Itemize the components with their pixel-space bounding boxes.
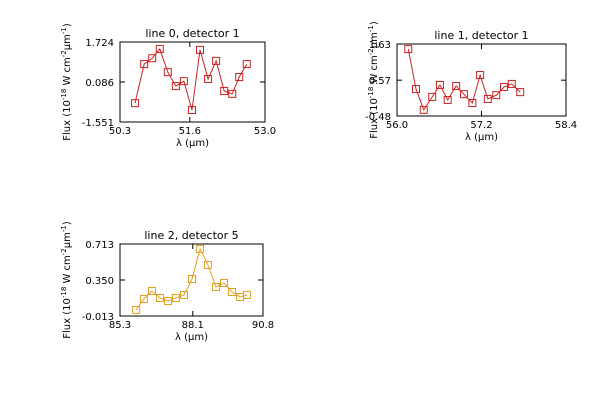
y-axis-label-part: μm — [62, 232, 73, 248]
y-tick-label: -1.551 — [82, 118, 114, 129]
data-line — [407, 49, 521, 111]
y-tick-label: 1.63 — [369, 40, 391, 51]
x-axis-label: λ (μm) — [175, 332, 208, 343]
y-axis-label-part: ) — [369, 21, 380, 25]
y-axis-label-part: Flux (10 — [62, 100, 73, 141]
marker — [242, 290, 251, 299]
y-axis-label-part: W cm — [369, 55, 380, 86]
y-tick-label: -0.48 — [365, 112, 391, 123]
marker — [235, 73, 244, 82]
y-axis-label: Flux (10-18 W cm-2μm-1) — [367, 21, 380, 139]
marker — [452, 81, 461, 90]
y-axis-label-part: -2 — [60, 248, 68, 255]
marker — [428, 92, 437, 101]
y-axis-label: Flux (10-18 W cm-2μm-1) — [60, 23, 73, 141]
x-tick-label: 88.1 — [182, 320, 204, 331]
marker — [147, 287, 156, 296]
marker — [148, 54, 157, 63]
y-axis-label-part: -2 — [60, 50, 68, 57]
marker — [507, 79, 516, 88]
x-tick-label: 51.6 — [179, 126, 201, 137]
x-axis-label: λ (μm) — [465, 132, 498, 143]
marker — [131, 99, 140, 108]
marker — [132, 305, 141, 314]
marker — [412, 85, 421, 94]
data-line — [135, 247, 248, 311]
y-axis-label-part: W cm — [62, 255, 73, 286]
y-axis-label-part: Flux (10 — [62, 298, 73, 339]
y-axis-label-part: -18 — [60, 287, 68, 298]
y-tick-label: 0.713 — [85, 240, 114, 251]
x-axis-label: λ (μm) — [176, 138, 209, 149]
marker — [188, 275, 197, 284]
marker — [492, 91, 501, 100]
x-tick-label: 56.0 — [386, 120, 408, 131]
chart-title: line 0, detector 1 — [145, 27, 239, 40]
x-tick-label: 58.4 — [555, 120, 577, 131]
y-tick-label: 0.086 — [85, 78, 114, 89]
marker — [468, 99, 477, 108]
marker — [204, 74, 213, 83]
y-axis-label-part: -1 — [367, 25, 375, 32]
marker — [459, 90, 468, 99]
x-tick-label: 57.2 — [470, 120, 492, 131]
y-axis-label-part: Flux (10 — [369, 98, 380, 139]
plot-frame — [119, 41, 266, 123]
y-axis-label-part: -1 — [60, 27, 68, 34]
marker — [516, 88, 525, 97]
marker — [179, 290, 188, 299]
y-axis-label: Flux (10-18 W cm-2μm-1) — [60, 221, 73, 339]
marker — [212, 56, 221, 65]
marker — [220, 278, 228, 287]
marker — [196, 244, 205, 253]
y-axis-label-part: -18 — [367, 87, 375, 98]
x-tick-label: 85.3 — [109, 320, 131, 331]
y-tick-label: 0.57 — [369, 76, 391, 87]
y-axis-label-part: ) — [62, 221, 73, 225]
marker — [500, 82, 509, 91]
y-axis-label-part: ) — [62, 23, 73, 27]
marker — [203, 260, 212, 269]
marker — [483, 94, 492, 103]
y-tick-label: 0.350 — [85, 276, 114, 287]
marker — [164, 297, 173, 306]
data-line — [134, 47, 248, 111]
x-tick-label: 53.0 — [254, 126, 276, 137]
y-tick-label: -0.013 — [82, 312, 114, 323]
y-axis-label-part: -1 — [60, 225, 68, 232]
y-axis-label-part: μm — [369, 32, 380, 48]
marker — [187, 106, 196, 115]
y-axis-label-part: μm — [62, 34, 73, 50]
marker — [155, 44, 164, 53]
y-axis-label-part: -18 — [60, 89, 68, 100]
marker — [171, 82, 180, 91]
marker — [220, 86, 229, 95]
chart-title: line 1, detector 1 — [434, 29, 528, 42]
marker — [163, 68, 172, 77]
y-tick-label: 1.724 — [85, 38, 114, 49]
marker — [140, 60, 149, 69]
marker — [179, 77, 188, 86]
y-axis-label-part: -2 — [367, 48, 375, 55]
x-tick-label: 90.8 — [252, 320, 274, 331]
marker — [171, 293, 180, 302]
marker — [156, 293, 165, 302]
marker — [443, 95, 452, 104]
marker — [435, 80, 444, 89]
marker — [228, 89, 237, 98]
marker — [211, 282, 220, 291]
chart-title: line 2, detector 5 — [144, 229, 238, 242]
marker — [476, 71, 485, 80]
marker — [228, 288, 237, 296]
marker — [139, 294, 148, 303]
marker — [242, 60, 251, 69]
x-tick-label: 50.3 — [109, 126, 131, 137]
marker — [196, 45, 205, 54]
y-axis-label-part: W cm — [62, 57, 73, 88]
marker — [419, 105, 428, 114]
marker — [404, 45, 413, 54]
